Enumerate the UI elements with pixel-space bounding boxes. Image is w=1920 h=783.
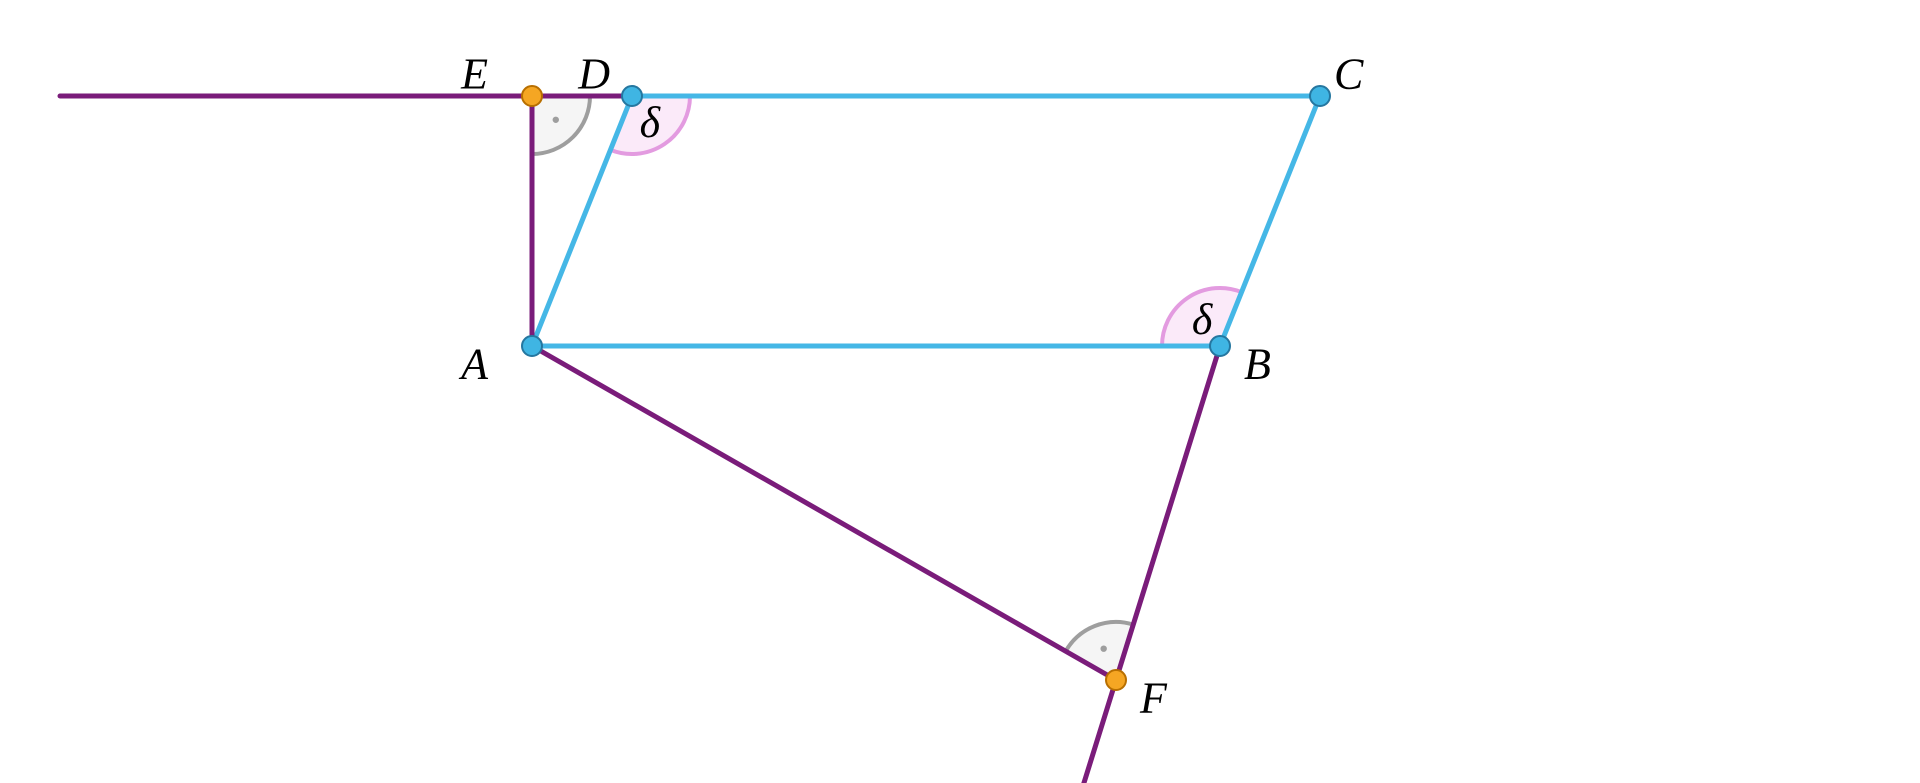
right-angle-dot-F <box>1100 645 1106 651</box>
point-F <box>1106 670 1126 690</box>
geometry-diagram: δ δ A B C D E F <box>0 0 1920 783</box>
angle-label-D: δ <box>640 98 662 147</box>
labels-layer: δ δ A B C D E F <box>458 50 1364 723</box>
segment-A-F <box>532 346 1116 680</box>
angles-layer <box>532 96 1242 680</box>
point-A <box>522 336 542 356</box>
point-label-C: C <box>1334 50 1364 99</box>
point-B <box>1210 336 1230 356</box>
segment-B-C <box>1220 96 1320 346</box>
angle-label-B: δ <box>1192 295 1214 344</box>
point-label-A: A <box>458 340 489 389</box>
point-label-F: F <box>1139 674 1168 723</box>
point-label-E: E <box>460 50 488 99</box>
point-label-D: D <box>577 50 610 99</box>
point-C <box>1310 86 1330 106</box>
right-angle-dot-E <box>553 117 559 123</box>
point-E <box>522 86 542 106</box>
lines-layer <box>60 96 1320 783</box>
point-label-B: B <box>1244 340 1271 389</box>
